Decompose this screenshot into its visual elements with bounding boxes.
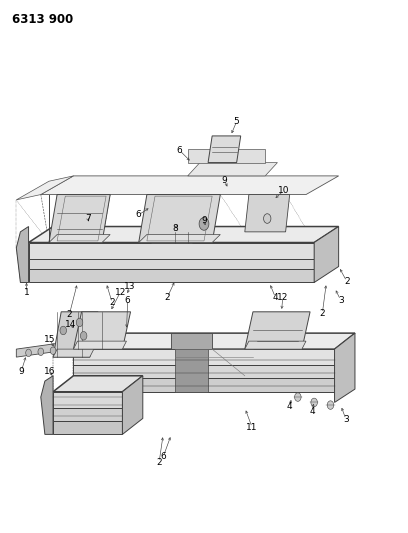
Circle shape bbox=[60, 326, 67, 335]
Text: 13: 13 bbox=[124, 282, 135, 291]
Text: 11: 11 bbox=[246, 423, 258, 432]
Polygon shape bbox=[49, 195, 110, 243]
Polygon shape bbox=[53, 376, 143, 392]
Polygon shape bbox=[208, 136, 241, 163]
Polygon shape bbox=[16, 176, 73, 200]
Polygon shape bbox=[314, 227, 339, 282]
Text: 16: 16 bbox=[44, 367, 55, 376]
Polygon shape bbox=[41, 376, 53, 434]
Polygon shape bbox=[175, 349, 208, 392]
Text: 9: 9 bbox=[201, 216, 207, 224]
Polygon shape bbox=[41, 176, 339, 195]
Polygon shape bbox=[151, 227, 192, 243]
Polygon shape bbox=[73, 341, 126, 349]
Text: 4: 4 bbox=[273, 293, 278, 302]
Polygon shape bbox=[53, 312, 98, 357]
Polygon shape bbox=[29, 259, 314, 269]
Text: 2: 2 bbox=[109, 298, 115, 307]
Text: 9: 9 bbox=[18, 367, 24, 376]
Text: 2: 2 bbox=[319, 309, 325, 318]
Text: 14: 14 bbox=[65, 320, 76, 328]
Circle shape bbox=[38, 348, 44, 356]
Text: 12: 12 bbox=[115, 288, 126, 296]
Polygon shape bbox=[53, 421, 122, 434]
Polygon shape bbox=[16, 227, 29, 282]
Text: 6313 900: 6313 900 bbox=[12, 13, 73, 26]
Polygon shape bbox=[122, 376, 143, 434]
Text: 6: 6 bbox=[125, 296, 131, 304]
Polygon shape bbox=[139, 235, 220, 243]
Circle shape bbox=[80, 332, 87, 340]
Polygon shape bbox=[139, 195, 220, 243]
Circle shape bbox=[264, 214, 271, 223]
Text: 3: 3 bbox=[343, 415, 349, 424]
Circle shape bbox=[50, 347, 56, 354]
Polygon shape bbox=[335, 333, 355, 402]
Circle shape bbox=[26, 349, 31, 357]
Polygon shape bbox=[29, 243, 314, 259]
Circle shape bbox=[295, 393, 301, 401]
Text: 2: 2 bbox=[164, 293, 170, 302]
Polygon shape bbox=[29, 269, 314, 282]
Polygon shape bbox=[29, 227, 339, 243]
Text: 6: 6 bbox=[177, 146, 182, 155]
Text: 6: 6 bbox=[160, 453, 166, 461]
Polygon shape bbox=[73, 365, 335, 378]
Text: 9: 9 bbox=[222, 176, 227, 184]
Text: 4: 4 bbox=[287, 402, 293, 411]
Polygon shape bbox=[245, 312, 310, 349]
Circle shape bbox=[76, 318, 83, 327]
Polygon shape bbox=[49, 235, 110, 243]
Polygon shape bbox=[188, 149, 265, 163]
Polygon shape bbox=[73, 312, 131, 349]
Polygon shape bbox=[73, 349, 335, 365]
Text: 2: 2 bbox=[67, 310, 72, 319]
Polygon shape bbox=[73, 333, 355, 349]
Polygon shape bbox=[188, 163, 277, 176]
Text: 8: 8 bbox=[173, 224, 178, 232]
Text: 5: 5 bbox=[234, 117, 239, 126]
Text: 10: 10 bbox=[278, 187, 289, 195]
Text: 2: 2 bbox=[156, 458, 162, 466]
Text: 6: 6 bbox=[136, 211, 142, 219]
Text: 7: 7 bbox=[85, 214, 91, 223]
Text: 1: 1 bbox=[24, 288, 29, 296]
Text: 3: 3 bbox=[338, 296, 344, 304]
Circle shape bbox=[327, 401, 334, 409]
Polygon shape bbox=[53, 392, 122, 408]
Circle shape bbox=[311, 398, 317, 407]
Polygon shape bbox=[73, 378, 335, 392]
Text: 15: 15 bbox=[44, 335, 55, 344]
Polygon shape bbox=[245, 341, 306, 349]
Polygon shape bbox=[53, 408, 122, 421]
Text: 4: 4 bbox=[309, 407, 315, 416]
Circle shape bbox=[199, 217, 209, 230]
Polygon shape bbox=[53, 349, 94, 357]
Text: 12: 12 bbox=[277, 293, 288, 302]
Polygon shape bbox=[245, 195, 290, 232]
Polygon shape bbox=[171, 333, 212, 349]
Polygon shape bbox=[16, 341, 73, 357]
Text: 2: 2 bbox=[344, 277, 350, 286]
